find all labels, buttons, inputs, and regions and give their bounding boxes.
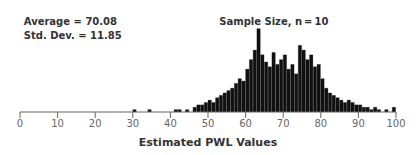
html-text:Sample Size, n = 10: Sample Size, n = 10	[219, 16, 329, 27]
svg-text:20: 20	[89, 118, 102, 129]
svg-text:0: 0	[17, 118, 23, 129]
svg-text:40: 40	[164, 118, 177, 129]
svg-text:60: 60	[239, 118, 252, 129]
svg-text:100: 100	[386, 118, 405, 129]
svg-text:30: 30	[126, 118, 139, 129]
svg-text:50: 50	[202, 118, 215, 129]
html-text:Std. Dev. = 11.85: Std. Dev. = 11.85	[23, 30, 122, 41]
svg-text:70: 70	[277, 118, 290, 129]
svg-text:Estimated PWL Values: Estimated PWL Values	[139, 136, 278, 146]
svg-text:10: 10	[51, 118, 64, 129]
svg-text:80: 80	[314, 118, 327, 129]
svg-text:90: 90	[352, 118, 365, 129]
html-text:Average = 70.08: Average = 70.08	[23, 16, 117, 27]
